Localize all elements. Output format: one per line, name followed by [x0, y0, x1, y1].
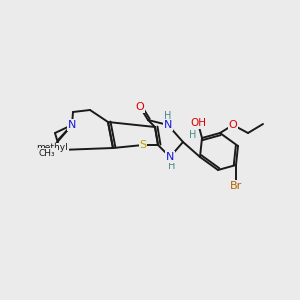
Text: N: N: [68, 120, 76, 130]
Text: O: O: [229, 120, 237, 130]
Text: N: N: [166, 152, 174, 162]
Text: methyl: methyl: [36, 143, 68, 152]
Text: H: H: [168, 161, 176, 171]
Text: Br: Br: [230, 181, 242, 191]
Text: H: H: [164, 111, 172, 121]
Text: N: N: [164, 120, 172, 130]
Text: OH: OH: [190, 118, 206, 128]
Text: H: H: [189, 130, 197, 140]
Text: S: S: [140, 140, 147, 150]
Text: O: O: [136, 102, 144, 112]
Text: CH₃: CH₃: [39, 148, 55, 158]
